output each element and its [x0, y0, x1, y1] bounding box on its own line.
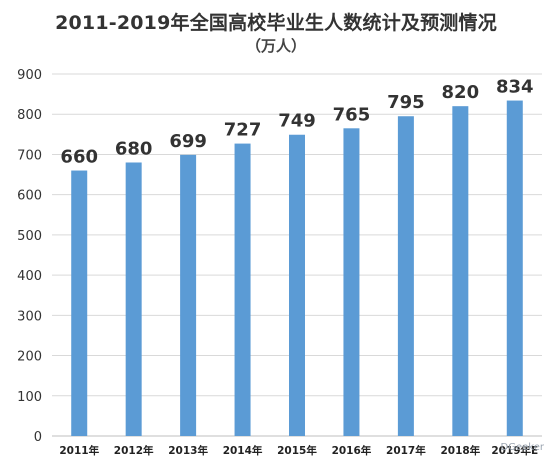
x-tick-label: 2011年: [59, 444, 99, 457]
bar: [343, 128, 360, 437]
bar: [289, 134, 305, 437]
data-label: 795: [387, 92, 425, 113]
chart-title: 2011-2019年全国高校毕业生人数统计及预测情况: [55, 12, 497, 34]
data-label: 749: [278, 111, 316, 132]
chart-subtitle: （万人）: [245, 37, 306, 55]
data-label: 680: [115, 138, 153, 159]
y-tick-label: 500: [17, 229, 42, 244]
y-tick-label: 600: [17, 189, 42, 204]
y-tick-label: 100: [17, 390, 42, 405]
y-tick-label: 700: [17, 148, 42, 163]
y-tick-label: 800: [17, 108, 42, 123]
bar: [452, 106, 469, 436]
bar: [234, 143, 251, 436]
x-tick-label: 2018年: [440, 444, 480, 457]
y-tick-label: 0: [34, 430, 42, 445]
x-tick-label: 2017年: [386, 444, 426, 457]
bar: [71, 170, 88, 437]
data-label: 660: [60, 147, 98, 168]
x-tick-label: 2015年: [277, 444, 317, 457]
bar: [397, 116, 414, 436]
bar: [180, 154, 197, 436]
y-tick-label: 300: [17, 309, 42, 324]
data-label: 820: [442, 82, 480, 103]
x-tick-label: 2016年: [332, 444, 372, 457]
x-tick-label: 2019年E: [491, 444, 538, 457]
data-label: 765: [333, 104, 371, 125]
y-tick-label: 200: [17, 350, 42, 365]
x-tick-label: 2013年: [168, 444, 208, 457]
bar: [506, 100, 523, 437]
x-tick-label: 2014年: [223, 444, 263, 457]
data-label: 834: [496, 77, 534, 98]
data-label: 699: [169, 131, 207, 152]
y-tick-label: 900: [17, 68, 42, 83]
data-label: 727: [224, 120, 262, 141]
watermark-text: DGeeker: [500, 442, 544, 453]
x-tick-label: 2012年: [114, 444, 154, 457]
bar: [125, 162, 142, 436]
y-tick-label: 400: [17, 269, 42, 284]
